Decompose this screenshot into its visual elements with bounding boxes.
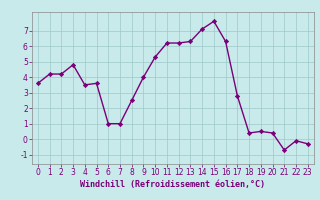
X-axis label: Windchill (Refroidissement éolien,°C): Windchill (Refroidissement éolien,°C) bbox=[80, 180, 265, 189]
